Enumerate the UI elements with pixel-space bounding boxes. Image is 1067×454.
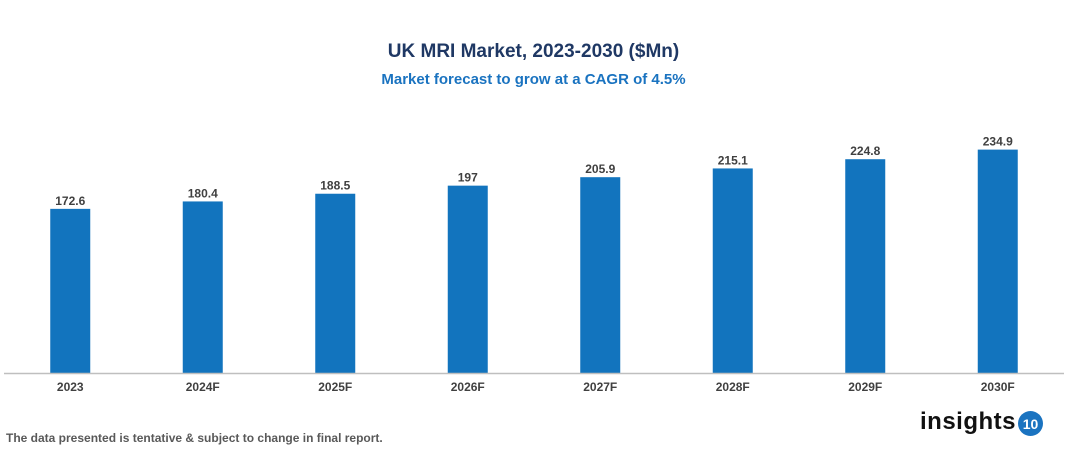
data-label: 215.1 xyxy=(718,153,748,167)
x-tick-label: 2026F xyxy=(451,380,485,394)
data-label: 224.8 xyxy=(850,144,880,158)
data-label: 197 xyxy=(458,171,478,185)
x-tick-label: 2027F xyxy=(583,380,617,394)
bar xyxy=(977,149,1018,373)
footnote: The data presented is tentative & subjec… xyxy=(6,431,383,445)
data-label: 172.6 xyxy=(55,194,85,208)
bar xyxy=(50,208,91,373)
data-label: 188.5 xyxy=(320,179,350,193)
bar xyxy=(712,168,753,373)
data-label: 180.4 xyxy=(188,186,218,200)
insights10-logo: insights 10 xyxy=(920,408,1044,436)
bar xyxy=(845,159,886,373)
x-tick-label: 2028F xyxy=(716,380,750,394)
x-tick-label: 2029F xyxy=(848,380,882,394)
bar xyxy=(315,193,356,373)
data-label: 234.9 xyxy=(983,135,1013,149)
bar xyxy=(182,201,223,373)
x-tick-label: 2025F xyxy=(318,380,352,394)
chart-title: UK MRI Market, 2023-2030 ($Mn) xyxy=(387,41,680,62)
logo-badge: 10 xyxy=(1018,411,1044,436)
data-label: 205.9 xyxy=(585,162,615,176)
bar xyxy=(447,185,488,373)
logo-text: insights xyxy=(920,408,1017,435)
x-tick-label: 2023 xyxy=(57,380,84,394)
x-tick-label: 2024F xyxy=(186,380,220,394)
x-tick-label: 2030F xyxy=(981,380,1015,394)
chart-subtitle: Market forecast to grow at a CAGR of 4.5… xyxy=(381,71,686,88)
bar xyxy=(580,177,621,373)
